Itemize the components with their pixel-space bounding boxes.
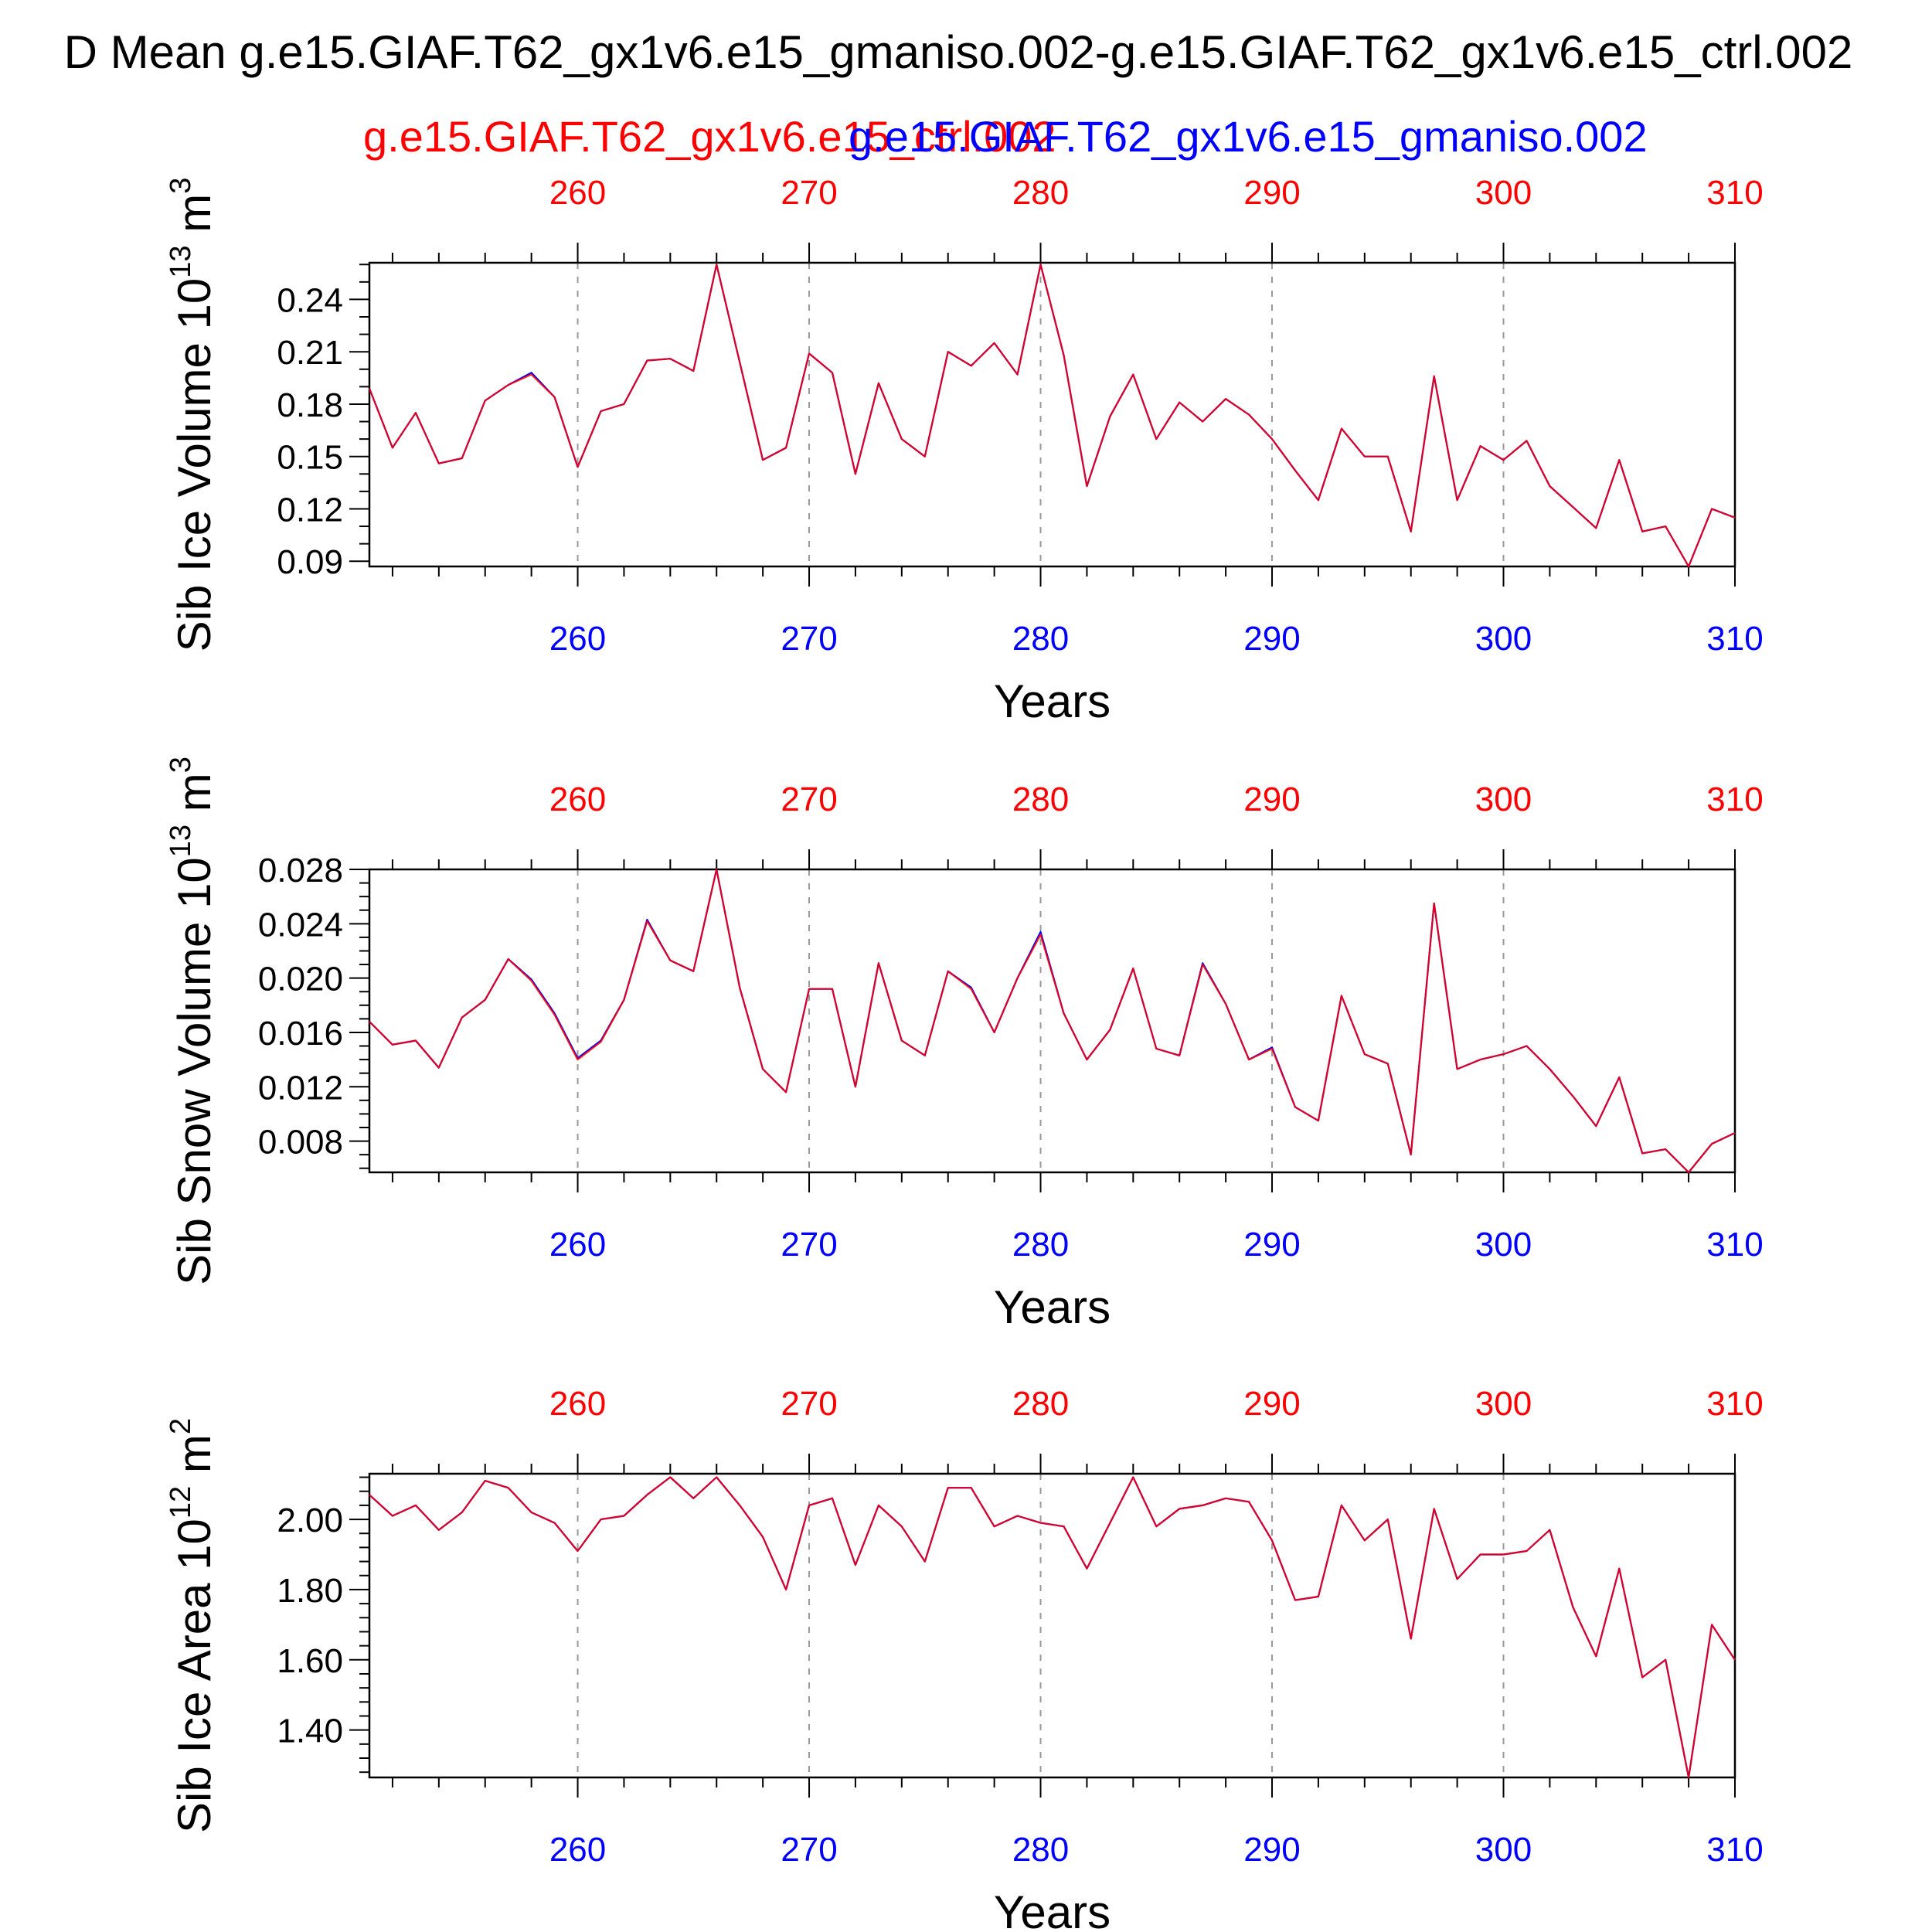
x-axis-label: Years xyxy=(994,1886,1111,1932)
series-line-red xyxy=(369,1476,1736,1779)
x-tick-label-top: 290 xyxy=(1243,1385,1300,1423)
y-tick-label: 0.028 xyxy=(258,852,343,889)
sib-ice-volume-panel: 0.09 0.12 0.15 0.18 0.21 0.24 260 260 270 270 280 2… xyxy=(165,174,1764,727)
x-tick-label-bottom: 270 xyxy=(781,1831,837,1869)
series-line-blue xyxy=(369,1476,1736,1779)
x-tick-label-top: 260 xyxy=(549,781,606,818)
x-tick-label-bottom: 290 xyxy=(1243,1831,1300,1869)
y-tick-label: 0.09 xyxy=(277,543,343,581)
y-tick-label: 0.024 xyxy=(258,906,343,944)
x-tick-label-top: 260 xyxy=(549,1385,606,1423)
plot-frame xyxy=(368,1472,1736,1779)
x-axis-label: Years xyxy=(994,1281,1111,1333)
series-line-red xyxy=(369,868,1736,1174)
x-tick-label-top: 290 xyxy=(1243,781,1300,818)
x-tick-label-bottom: 310 xyxy=(1706,1831,1763,1869)
x-tick-label-bottom: 300 xyxy=(1475,620,1532,658)
x-tick-label-top: 280 xyxy=(1012,1385,1069,1423)
y-tick-label: 2.00 xyxy=(277,1502,343,1539)
x-tick-label-top: 270 xyxy=(781,1385,837,1423)
x-tick-label-bottom: 280 xyxy=(1012,1831,1069,1869)
y-axis-label: Sib Snow Volume 1013 m3 xyxy=(165,757,220,1285)
y-axis-label: Sib Ice Volume 1013 m3 xyxy=(165,178,220,652)
sib-ice-area-panel: 1.40 1.60 1.80 2.00 260 260 270 270 280 280 290 290… xyxy=(165,1385,1764,1932)
y-tick-label: 0.18 xyxy=(277,386,343,424)
x-tick-label-bottom: 260 xyxy=(549,1831,606,1869)
y-axis-label: Sib Ice Area 1012 m2 xyxy=(165,1418,220,1833)
x-tick-label-bottom: 280 xyxy=(1012,1226,1069,1264)
y-tick-label: 1.80 xyxy=(277,1572,343,1610)
plot-frame xyxy=(368,868,1736,1174)
legend-blue-label: g.e15.GIAF.T62_gx1v6.e15_gmaniso.002 xyxy=(849,112,1648,161)
x-tick-label-top: 310 xyxy=(1706,781,1763,818)
x-tick-label-bottom: 290 xyxy=(1243,1226,1300,1264)
x-tick-label-top: 270 xyxy=(781,781,837,818)
figure-title: D Mean g.e15.GIAF.T62_gx1v6.e15_gmaniso.… xyxy=(64,26,1853,78)
x-tick-label-bottom: 270 xyxy=(781,620,837,658)
y-tick-label: 0.15 xyxy=(277,439,343,477)
x-tick-label-top: 310 xyxy=(1706,174,1763,212)
plot-frame xyxy=(368,261,1736,568)
x-tick-label-bottom: 310 xyxy=(1706,1226,1763,1264)
series-line-red xyxy=(368,264,1736,568)
legend-red-label: g.e15.GIAF.T62_gx1v6.e15_ctrl.002 xyxy=(363,112,1056,161)
x-tick-label-top: 290 xyxy=(1243,174,1300,212)
y-tick-label: 1.60 xyxy=(277,1642,343,1680)
y-tick-label: 0.016 xyxy=(258,1015,343,1053)
x-tick-label-top: 300 xyxy=(1475,1385,1532,1423)
x-tick-label-bottom: 300 xyxy=(1475,1831,1532,1869)
x-tick-label-top: 310 xyxy=(1706,1385,1763,1423)
x-tick-label-bottom: 260 xyxy=(549,620,606,658)
y-tick-label: 0.12 xyxy=(277,491,343,529)
x-tick-label-bottom: 310 xyxy=(1706,620,1763,658)
x-tick-label-top: 300 xyxy=(1475,781,1532,818)
series-line-blue xyxy=(369,868,1736,1174)
x-tick-label-bottom: 290 xyxy=(1243,620,1300,658)
x-tick-label-top: 270 xyxy=(781,174,837,212)
y-tick-label: 0.008 xyxy=(258,1124,343,1162)
x-tick-label-bottom: 260 xyxy=(549,1226,606,1264)
sib-snow-volume-panel: 0.008 0.012 0.016 0.020 0.024 0.028 260 260 270 2… xyxy=(165,757,1764,1333)
x-tick-label-top: 280 xyxy=(1012,781,1069,818)
y-tick-label: 1.40 xyxy=(277,1713,343,1750)
x-tick-label-bottom: 280 xyxy=(1012,620,1069,658)
x-tick-label-bottom: 270 xyxy=(781,1226,837,1264)
y-tick-label: 0.012 xyxy=(258,1069,343,1107)
x-tick-label-top: 260 xyxy=(549,174,606,212)
x-tick-label-top: 300 xyxy=(1475,174,1532,212)
x-tick-label-top: 280 xyxy=(1012,174,1069,212)
x-axis-label: Years xyxy=(994,675,1111,727)
y-tick-label: 0.020 xyxy=(258,961,343,998)
y-tick-label: 0.21 xyxy=(277,334,343,372)
y-tick-label: 0.24 xyxy=(277,281,343,319)
x-tick-label-bottom: 300 xyxy=(1475,1226,1532,1264)
